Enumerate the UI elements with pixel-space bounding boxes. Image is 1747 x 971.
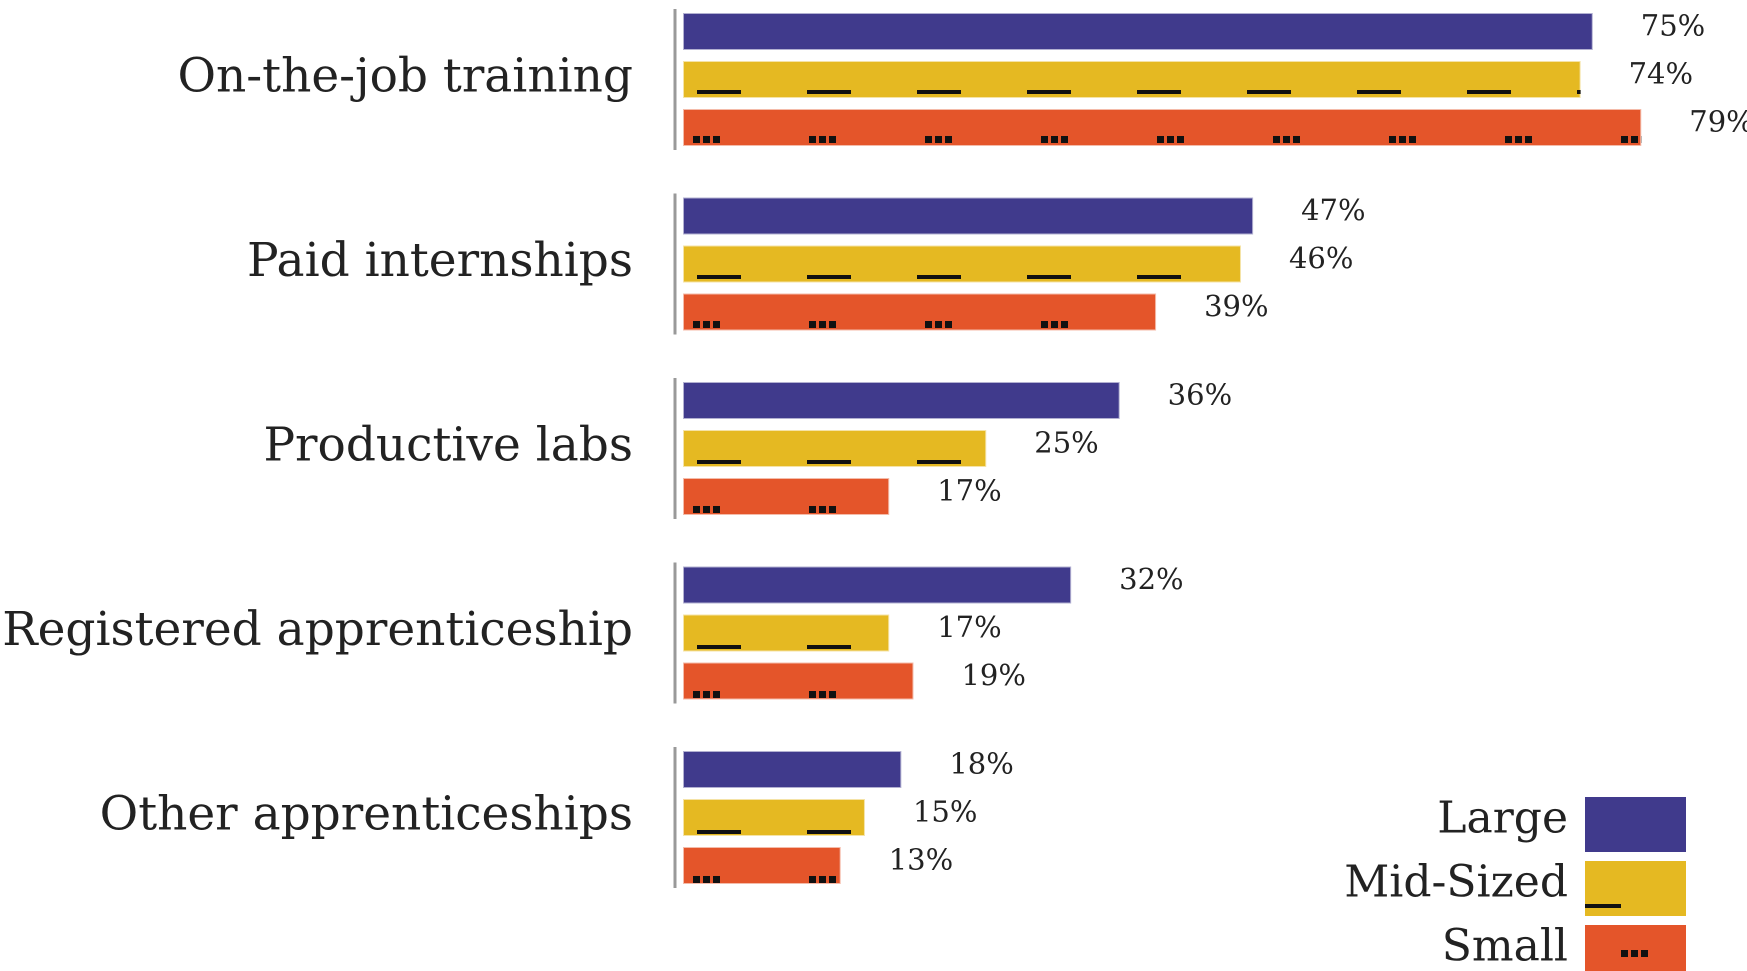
legend-swatch-pattern bbox=[1585, 871, 1686, 908]
value-label: 74% bbox=[1629, 57, 1693, 91]
category-label: Paid internships bbox=[247, 233, 633, 288]
value-label: 18% bbox=[949, 747, 1013, 781]
value-label: 39% bbox=[1204, 289, 1268, 323]
legend-label: Large bbox=[1437, 793, 1568, 844]
bar-pattern bbox=[683, 245, 1241, 283]
bar bbox=[682, 196, 1255, 236]
value-label: 15% bbox=[913, 795, 977, 829]
value-label: 17% bbox=[937, 610, 1001, 644]
bar-pattern bbox=[683, 799, 865, 836]
legend-swatch bbox=[1585, 797, 1686, 852]
bar-pattern bbox=[683, 430, 987, 467]
value-label: 13% bbox=[889, 843, 953, 877]
legend-label: Small bbox=[1442, 921, 1568, 971]
bar-pattern bbox=[683, 478, 890, 515]
value-label: 79% bbox=[1689, 105, 1747, 139]
value-label: 47% bbox=[1301, 193, 1365, 227]
category-label: On-the-job training bbox=[178, 49, 634, 104]
bar bbox=[682, 381, 1121, 420]
value-label: 17% bbox=[937, 474, 1001, 508]
legend-label: Mid-Sized bbox=[1344, 857, 1568, 908]
bar-pattern bbox=[683, 662, 914, 700]
bar bbox=[682, 750, 903, 789]
bar-pattern bbox=[683, 61, 1581, 98]
value-label: 46% bbox=[1289, 241, 1353, 275]
category-label: Productive labs bbox=[263, 418, 633, 473]
bar-pattern bbox=[683, 293, 1157, 331]
category-label: Other apprenticeships bbox=[100, 787, 633, 842]
bar bbox=[682, 565, 1073, 605]
category-label: Registered apprenticeship bbox=[2, 602, 633, 657]
value-label: 32% bbox=[1119, 562, 1183, 596]
bar bbox=[682, 12, 1594, 51]
legend-swatch-pattern bbox=[1585, 935, 1686, 971]
bar-pattern bbox=[683, 847, 841, 884]
value-label: 19% bbox=[961, 658, 1025, 692]
value-label: 36% bbox=[1168, 378, 1232, 412]
value-label: 75% bbox=[1641, 9, 1705, 43]
value-label: 25% bbox=[1034, 426, 1098, 460]
bar-pattern bbox=[683, 614, 890, 652]
bar-pattern bbox=[683, 109, 1642, 146]
